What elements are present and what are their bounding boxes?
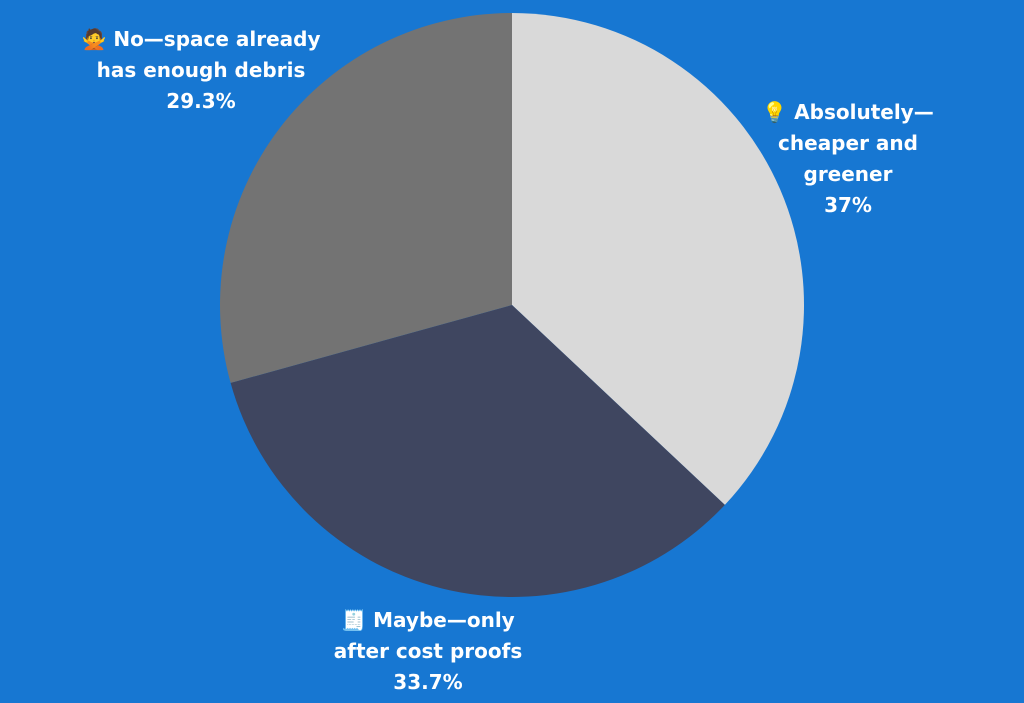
slice-label-absolutely: 💡 Absolutely— cheaper and greener 37% — [762, 97, 933, 221]
slice-label-maybe: 🧾 Maybe—only after cost proofs 33.7% — [334, 605, 522, 698]
receipt-icon: 🧾 — [341, 608, 367, 632]
slice-label-text: Maybe—only — [373, 608, 515, 632]
slice-label-text: after cost proofs — [333, 639, 523, 663]
lightbulb-icon: 💡 — [762, 100, 788, 124]
slice-label-text: cheaper and — [778, 131, 918, 155]
slice-label-text: has enough debris — [96, 58, 306, 82]
slice-value-label: 37% — [824, 193, 872, 217]
pie-slice-2 — [220, 12, 512, 383]
pie-slice-0 — [512, 13, 804, 505]
slice-value-label: 29.3% — [166, 89, 236, 113]
pie-slice-1 — [230, 305, 725, 597]
slice-label-text: No—space already — [113, 27, 321, 51]
slice-label-text: greener — [803, 162, 893, 186]
pie-slices — [220, 12, 804, 597]
slice-label-no: 🙅 No—space already has enough debris 29.… — [81, 24, 320, 117]
slice-value-label: 33.7% — [393, 670, 463, 694]
person-gesturing-no-icon: 🙅 — [81, 27, 107, 51]
slice-label-text: Absolutely— — [794, 100, 934, 124]
